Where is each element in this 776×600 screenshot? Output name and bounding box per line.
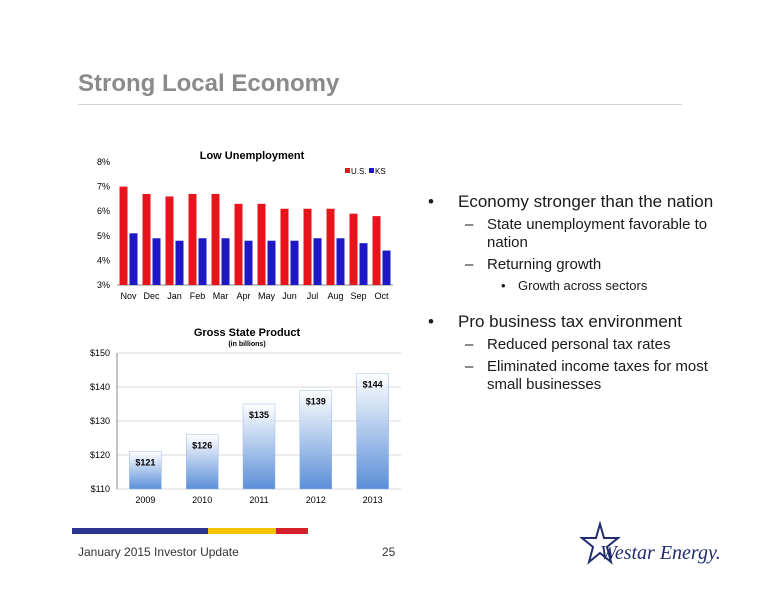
- bullet-level-2: Reduced personal tax rates: [428, 336, 738, 354]
- y-tick-label: 6%: [97, 206, 110, 216]
- x-tick-label: 2013: [363, 495, 383, 505]
- x-tick-label: May: [258, 291, 276, 301]
- bar-us: [372, 216, 381, 285]
- x-tick-label: Jul: [307, 291, 319, 301]
- x-tick-label: Nov: [120, 291, 137, 301]
- company-logo: Westar Energy.: [579, 520, 721, 572]
- bar-us: [119, 186, 128, 285]
- bar-us: [349, 213, 358, 285]
- y-tick-label: $150: [90, 348, 110, 358]
- bar-us: [280, 208, 289, 285]
- bar-ks: [313, 238, 322, 285]
- data-label: $144: [363, 379, 383, 389]
- bar-ks: [267, 240, 276, 285]
- star-icon: [579, 520, 621, 565]
- bullet-level-1: Economy stronger than the nation: [428, 192, 738, 212]
- y-tick-label: $140: [90, 382, 110, 392]
- x-tick-label: Sep: [350, 291, 366, 301]
- footer-stripe-blue: [72, 528, 208, 534]
- x-tick-label: Apr: [236, 291, 250, 301]
- footer-stripe-yellow: [208, 528, 276, 534]
- bar-ks: [382, 250, 391, 285]
- data-label: $135: [249, 410, 269, 420]
- bar-us: [303, 208, 312, 285]
- bar-ks: [198, 238, 207, 285]
- bar-ks: [175, 240, 184, 285]
- y-tick-label: 3%: [97, 280, 110, 290]
- footer-text: January 2015 Investor Update: [78, 545, 239, 559]
- x-tick-label: Dec: [143, 291, 160, 301]
- bar-ks: [152, 238, 161, 285]
- bullet-level-2: Eliminated income taxes for most small b…: [428, 358, 738, 394]
- bullet-level-1: Pro business tax environment: [428, 312, 738, 332]
- logo-text: Westar Energy.: [600, 542, 721, 564]
- bar-ks: [244, 240, 253, 285]
- bar-ks: [221, 238, 230, 285]
- y-tick-label: $110: [91, 484, 110, 494]
- data-label: $126: [192, 441, 212, 451]
- data-label: $139: [306, 396, 326, 406]
- bar-us: [257, 203, 266, 285]
- bullet-level-2: Returning growth: [428, 256, 738, 274]
- bar-gsp: [299, 390, 333, 490]
- bar-us: [211, 193, 220, 285]
- legend-label: KS: [375, 167, 386, 176]
- bullet-level-2: State unemployment favorable to nation: [428, 216, 738, 252]
- title-divider: [78, 104, 682, 105]
- y-tick-label: 8%: [97, 157, 110, 167]
- bullet-list: Economy stronger than the nation State un…: [428, 192, 738, 394]
- x-tick-label: Aug: [327, 291, 343, 301]
- x-tick-label: 2010: [192, 495, 212, 505]
- x-tick-label: 2009: [135, 495, 155, 505]
- legend-swatch: [369, 168, 374, 173]
- legend-swatch: [345, 168, 350, 173]
- bar-gsp: [356, 373, 389, 490]
- slide-title: Strong Local Economy: [78, 70, 340, 97]
- y-tick-label: 7%: [97, 182, 110, 192]
- y-tick-label: 4%: [97, 255, 110, 265]
- x-tick-label: 2011: [249, 495, 268, 505]
- x-tick-label: Jan: [167, 291, 182, 301]
- bar-us: [234, 203, 243, 285]
- bullet-spacer: [428, 294, 738, 312]
- y-tick-label: $120: [90, 450, 110, 460]
- y-tick-label: $130: [90, 416, 110, 426]
- bullet-level-3: Growth across sectors: [428, 278, 738, 294]
- data-label: $121: [135, 458, 155, 468]
- bar-ks: [336, 238, 345, 285]
- chart-title: Gross State Product: [194, 327, 301, 339]
- x-tick-label: Mar: [213, 291, 229, 301]
- bar-us: [165, 196, 174, 285]
- chart-title: Low Unemployment: [200, 150, 305, 162]
- y-tick-label: 5%: [97, 231, 110, 241]
- bar-gsp: [242, 403, 276, 490]
- x-tick-label: Jun: [282, 291, 297, 301]
- bar-gsp: [129, 451, 162, 490]
- bar-us: [326, 208, 335, 285]
- bar-ks: [129, 233, 138, 285]
- bar-gsp: [185, 434, 219, 490]
- page-number: 25: [382, 545, 396, 559]
- chart-subtitle: (in billions): [228, 341, 265, 348]
- x-tick-label: Oct: [374, 291, 389, 301]
- x-tick-label: 2012: [306, 495, 326, 505]
- bar-us: [188, 193, 197, 285]
- bar-ks: [290, 240, 299, 285]
- bar-ks: [359, 243, 368, 285]
- footer-stripe-red: [276, 528, 308, 534]
- legend-label: U.S.: [351, 167, 367, 176]
- bar-us: [142, 193, 151, 285]
- x-tick-label: Feb: [190, 291, 206, 301]
